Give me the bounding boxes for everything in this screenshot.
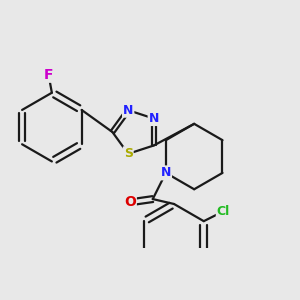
Text: Cl: Cl	[217, 205, 230, 218]
Text: S: S	[124, 147, 133, 160]
Text: O: O	[124, 195, 136, 209]
Text: F: F	[44, 68, 53, 82]
Text: N: N	[148, 112, 159, 125]
Text: N: N	[123, 104, 134, 117]
Text: N: N	[160, 167, 171, 179]
